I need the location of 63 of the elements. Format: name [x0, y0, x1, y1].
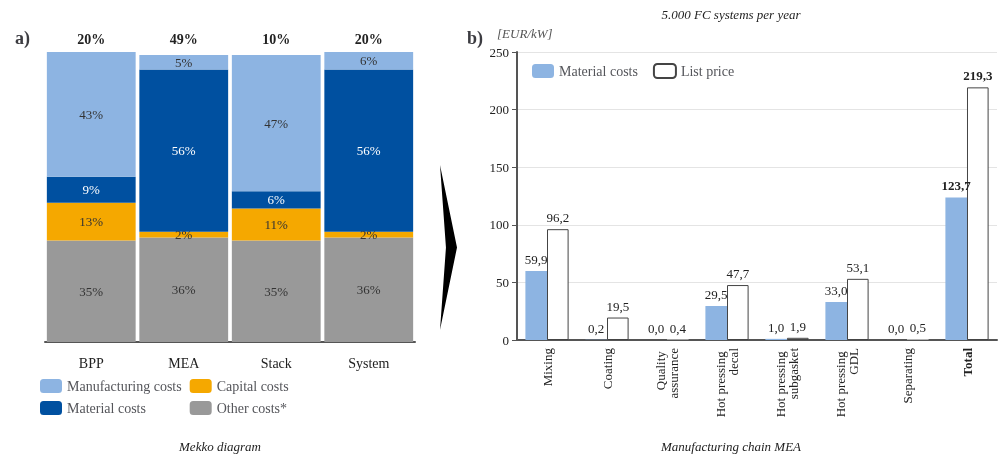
- text: 10%: [262, 31, 291, 47]
- data-label: 53,1: [846, 259, 870, 275]
- x-tick-label: Total: [959, 347, 975, 377]
- y-tick-label: 100: [489, 217, 509, 233]
- data-label: 0,4: [669, 320, 687, 336]
- x-tick-label: Hot pressing subgasket: [773, 347, 801, 418]
- data-label: 56%: [171, 143, 196, 159]
- data-label: 35%: [79, 283, 104, 299]
- data-label: 43%: [79, 106, 104, 122]
- x-tick-label: Mixing: [539, 347, 555, 387]
- legend-label: Material costs: [559, 63, 638, 79]
- x-tick-label: Quality assurance: [653, 347, 681, 399]
- data-label: 59,9: [524, 252, 548, 267]
- data-label: 19,5: [606, 298, 630, 314]
- chart-title: b): [467, 28, 484, 49]
- text: 20%: [354, 31, 383, 47]
- x-tick-label: Hot pressing decal: [713, 347, 741, 418]
- data-label: 1,9: [789, 318, 806, 334]
- data-label: 9%: [82, 182, 101, 198]
- data-label: 6%: [267, 192, 286, 208]
- y-axis-title: [EUR/kW]: [497, 26, 553, 41]
- chart-title: a): [15, 28, 30, 49]
- data-label: 6%: [360, 53, 378, 69]
- data-label: 13%: [79, 214, 104, 230]
- y-tick-label: 0: [502, 332, 509, 348]
- y-tick-label: 250: [489, 44, 509, 60]
- text: 49%: [169, 31, 198, 47]
- text: 20%: [77, 31, 106, 47]
- x-tick-label: Separating: [899, 347, 915, 404]
- data-label: 36%: [356, 282, 381, 298]
- data-label: 0,0: [648, 321, 665, 336]
- x-tick-label: System: [348, 355, 390, 371]
- text: Mekko diagram: [178, 439, 261, 454]
- data-label: 35%: [264, 283, 289, 299]
- x-tick-label: Hot pressing GDL: [833, 347, 861, 418]
- text: 5.000 FC systems per year: [661, 7, 802, 22]
- y-tick-label: 200: [489, 102, 509, 118]
- data-label: 33,0: [824, 282, 848, 298]
- data-label: 29,5: [704, 287, 728, 303]
- legend-label: Manufacturing costs: [67, 378, 182, 394]
- data-label: 47,7: [726, 266, 750, 282]
- data-label: 36%: [171, 282, 196, 298]
- data-label: 0,2: [588, 320, 605, 336]
- y-tick-label: 50: [496, 274, 509, 290]
- data-label: 0,0: [888, 321, 905, 336]
- legend-label: Material costs: [67, 400, 146, 416]
- legend-label: Other costs*: [216, 400, 288, 416]
- data-label: 11%: [264, 217, 289, 233]
- text: Manufacturing chain MEA: [659, 439, 802, 454]
- y-tick-label: 150: [489, 159, 509, 175]
- legend-label: List price: [680, 63, 735, 79]
- x-tick-label: MEA: [168, 355, 201, 371]
- data-label: 5%: [175, 54, 193, 70]
- data-label: 56%: [356, 143, 381, 159]
- data-label: 219,3: [963, 68, 993, 84]
- data-label: 47%: [264, 115, 289, 131]
- legend-label: Capital costs: [216, 378, 289, 394]
- data-label: 96,2: [546, 210, 570, 226]
- data-label: 1,0: [768, 319, 785, 335]
- x-tick-label: Stack: [260, 355, 292, 371]
- x-tick-label: BPP: [78, 355, 104, 371]
- data-label: 0,5: [909, 320, 926, 336]
- x-tick-label: Coating: [599, 347, 615, 390]
